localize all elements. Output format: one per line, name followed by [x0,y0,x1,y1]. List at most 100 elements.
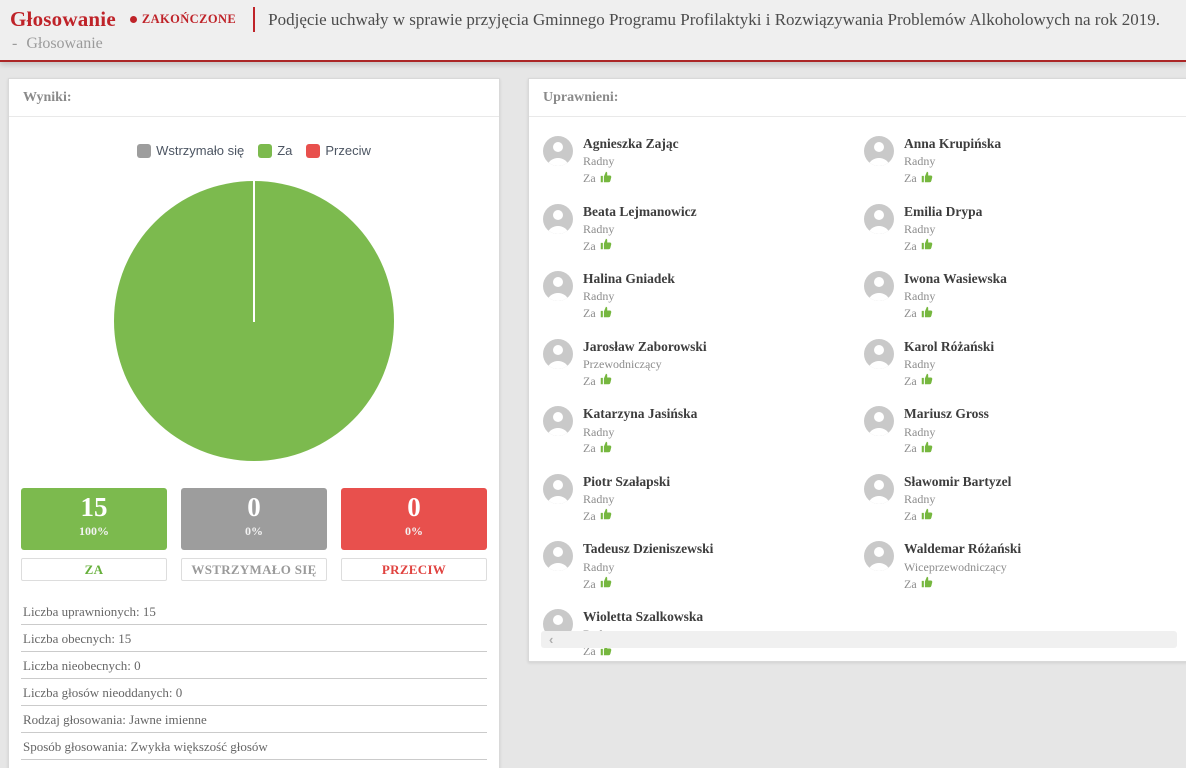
scroll-left-icon[interactable]: ‹ [549,632,554,647]
horizontal-scrollbar[interactable]: ‹ [541,631,1177,648]
avatar-shoulders [869,158,889,166]
avatar-shoulders [548,495,568,504]
vote-text: Za [904,576,917,591]
participant-name: Anna Krupińska [904,136,1002,151]
participant-card: Mariusz Gross Radny Za [864,406,1175,457]
thumbs-up-icon [600,441,612,457]
participant-name: Agnieszka Zając [583,136,679,151]
avatar-shoulders [548,563,568,572]
breadcrumb: - Głosowanie [12,35,103,53]
breadcrumb-item[interactable]: Głosowanie [26,35,103,52]
vote-text: Za [583,508,596,523]
vote-label-box: WSTRZYMAŁO SIĘ [181,558,327,581]
avatar-icon [543,473,573,504]
vote-result-0: 15 100% ZA [21,488,167,581]
participant-vote: Za [904,306,1007,322]
vote-count-boxes: 15 100% ZA 0 0% WSTRZYMAŁO SIĘ 0 0% PRZECIW [21,488,487,581]
participant-info: Waldemar Różański Wiceprzewodniczący Za [904,541,1021,592]
vote-count: 0 [407,492,421,522]
header-title-row: Głosowanie ZAKOŃCZONE Podjęcie uchwały w… [10,7,1160,32]
pie-slice-divider [253,181,255,322]
avatar-icon [543,338,573,369]
participant-info: Tadeusz Dzieniszewski Radny Za [583,541,713,592]
avatar-icon [864,271,894,302]
legend-item-0[interactable]: Wstrzymało się [137,143,244,158]
results-panel: Wyniki: Wstrzymało się Za Przeciw 15 100% ZA… [8,78,500,768]
avatar-icon [543,271,573,302]
vote-text: Za [583,373,596,388]
participants-panel: Uprawnieni: Agnieszka Zając Radny Za Anna K… [528,78,1186,662]
avatar-icon [543,406,573,437]
participant-vote: Za [583,373,707,389]
participant-role: Radny [583,559,615,574]
status-badge: ZAKOŃCZONE [129,12,237,27]
vote-text: Za [583,306,596,321]
avatar-shoulders [548,360,568,369]
vote-text: Za [904,373,917,388]
participant-info: Jarosław Zaborowski Przewodniczący Za [583,339,707,390]
status-dot-icon [129,16,137,23]
participant-card: Karol Różański Radny Za [864,338,1175,390]
avatar-shoulders [548,158,568,166]
participant-card: Agnieszka Zając Radny Za [543,136,854,187]
avatar-icon [543,541,573,572]
avatar-head [553,142,563,152]
participant-role: Radny [904,356,936,371]
legend-item-1[interactable]: Za [258,143,292,158]
thumbs-up-icon [921,306,933,322]
participant-info: Anna Krupińska Radny Za [904,136,1001,187]
participant-name: Karol Różański [904,338,995,354]
legend-item-2[interactable]: Przeciw [306,143,371,158]
participant-vote: Za [583,238,697,254]
avatar-icon [864,203,894,234]
participant-info: Karol Różański Radny Za [904,339,994,390]
avatar-shoulders [869,225,889,234]
participant-info: Mariusz Gross Radny Za [904,406,989,457]
vote-text: Za [904,306,917,321]
avatar-shoulders [869,428,889,437]
participant-vote: Za [583,576,713,592]
stat-row-1: Liczba obecnych: 15 [21,625,487,652]
participant-card: Jarosław Zaborowski Przewodniczący Za [543,338,854,390]
participant-role: Radny [583,221,615,236]
thumbs-up-icon [600,306,612,322]
avatar-icon [864,406,894,437]
participant-name: Sławomir Bartyzel [904,473,1012,489]
voting-stats-list: Liczba uprawnionych: 15 Liczba obecnych: … [21,598,487,768]
thumbs-up-icon [921,576,933,592]
avatar-head [874,344,884,355]
stat-row-6: Kworum zostało osiągnięte [21,760,487,768]
participant-role: Wiceprzewodniczący [904,559,1007,574]
participant-role: Radny [904,424,936,439]
avatar-icon [864,338,894,369]
participant-name: Piotr Szałapski [583,473,671,489]
thumbs-up-icon [921,238,933,254]
participant-vote: Za [583,441,697,457]
vote-count-box: 0 0% [341,488,487,550]
stat-row-5: Sposób głosowania: Zwykła większość głos… [21,733,487,760]
stat-row-0: Liczba uprawnionych: 15 [21,598,487,625]
avatar-head [874,209,884,220]
avatar-shoulders [869,293,889,302]
participant-role: Radny [904,154,936,169]
participant-card: Anna Krupińska Radny Za [864,136,1175,187]
stat-row-3: Liczba głosów nieoddanych: 0 [21,679,487,706]
participant-name: Katarzyna Jasińska [583,406,698,422]
breadcrumb-dash: - [12,35,18,52]
legend-swatch-icon [137,143,152,158]
participant-name: Jarosław Zaborowski [583,338,707,354]
thumbs-up-icon [600,508,612,524]
page-header: Głosowanie ZAKOŃCZONE Podjęcie uchwały w… [0,0,1186,62]
status-label: ZAKOŃCZONE [141,12,237,26]
avatar-head [874,142,884,152]
results-panel-title: Wyniki: [9,79,499,117]
avatar-head [874,412,884,423]
participant-vote: Za [904,576,1021,592]
avatar-head [553,209,563,220]
avatar-shoulders [869,563,889,572]
vote-text: Za [904,508,917,523]
participant-name: Waldemar Różański [904,541,1022,557]
participant-vote: Za [583,508,670,524]
participants-panel-title: Uprawnieni: [529,79,1186,117]
vote-text: Za [583,238,596,253]
